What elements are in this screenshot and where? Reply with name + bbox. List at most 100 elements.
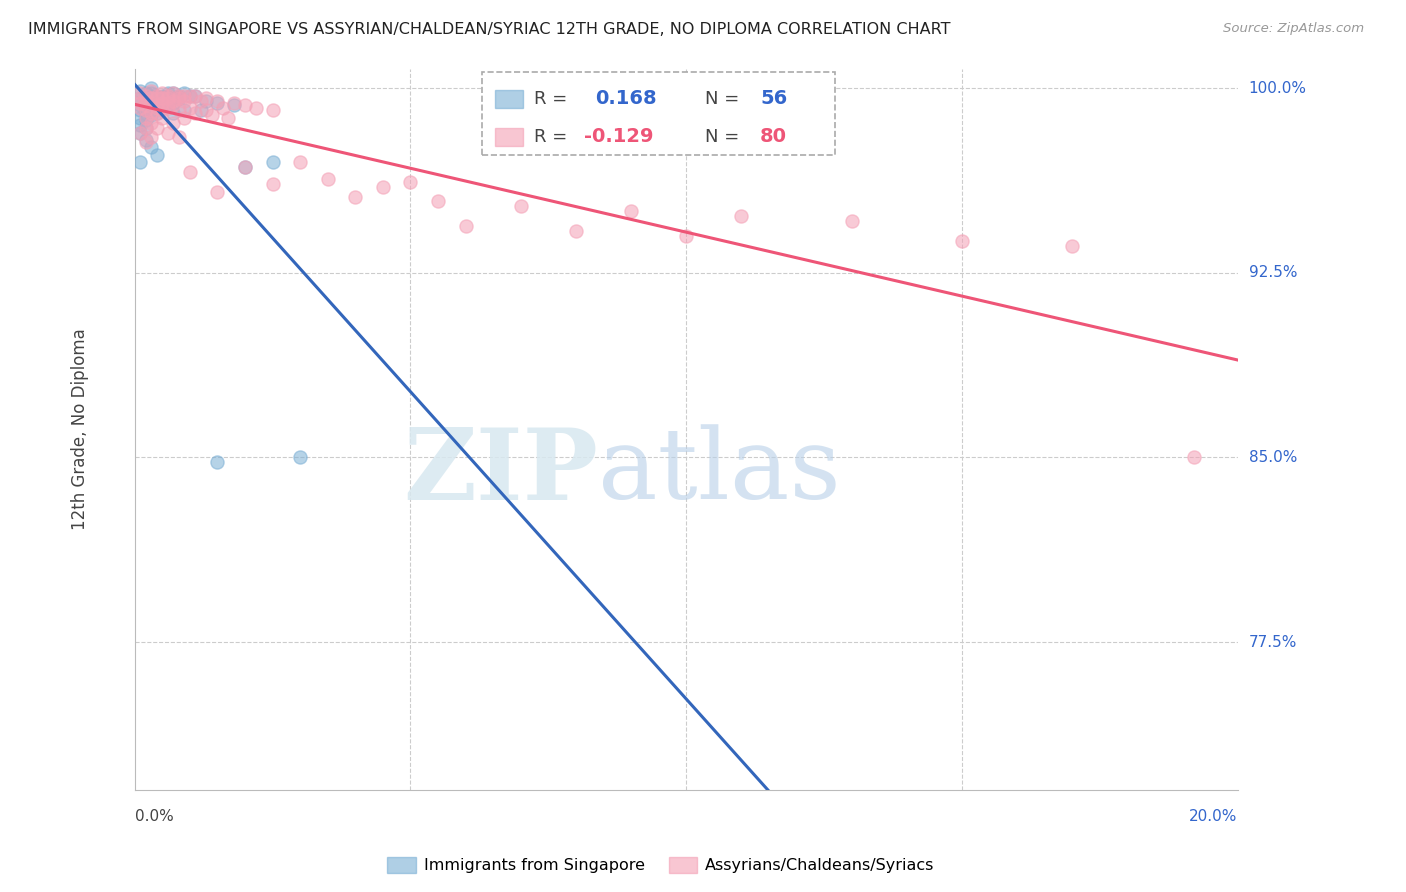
Point	[167, 130, 190, 145]
Point	[135, 136, 157, 150]
Point	[135, 113, 157, 128]
Point	[190, 103, 212, 118]
Point	[156, 98, 179, 112]
Point	[146, 147, 169, 161]
Point	[129, 86, 152, 100]
Point	[316, 172, 339, 186]
Point	[129, 103, 152, 118]
Point	[135, 88, 157, 103]
Point	[129, 95, 152, 110]
Point	[135, 111, 157, 125]
Point	[167, 103, 190, 118]
FancyBboxPatch shape	[482, 72, 835, 155]
Text: 85.0%: 85.0%	[1249, 450, 1298, 465]
Point	[167, 91, 190, 105]
Point	[207, 185, 229, 199]
Point	[179, 88, 201, 103]
Point	[141, 105, 163, 120]
Point	[150, 101, 173, 115]
Point	[129, 118, 152, 132]
Point	[150, 103, 173, 118]
Point	[730, 209, 752, 223]
Point	[129, 155, 152, 169]
Point	[156, 88, 179, 103]
Point	[150, 91, 173, 105]
Point	[129, 84, 152, 98]
Text: 0.0%: 0.0%	[135, 809, 173, 824]
Point	[141, 88, 163, 103]
Point	[245, 101, 267, 115]
Point	[146, 88, 169, 103]
Point	[129, 111, 152, 125]
Point	[146, 101, 169, 115]
Point	[141, 91, 163, 105]
Point	[233, 160, 256, 174]
Point	[262, 178, 284, 192]
Point	[222, 98, 245, 112]
Point	[179, 165, 201, 179]
Point	[141, 140, 163, 154]
Point	[190, 94, 212, 108]
Legend: Immigrants from Singapore, Assyrians/Chaldeans/Syriacs: Immigrants from Singapore, Assyrians/Cha…	[381, 850, 941, 880]
Point	[212, 101, 235, 115]
Point	[135, 95, 157, 110]
Point	[207, 455, 229, 469]
Point	[207, 94, 229, 108]
Point	[173, 94, 195, 108]
Point	[162, 105, 184, 120]
Point	[135, 105, 157, 120]
Point	[675, 228, 697, 243]
Point	[150, 111, 173, 125]
Point	[950, 234, 973, 248]
Point	[201, 108, 224, 122]
Point	[146, 91, 169, 105]
Point	[162, 98, 184, 112]
Point	[565, 224, 588, 238]
Point	[344, 189, 367, 203]
Point	[233, 98, 256, 112]
Point	[156, 91, 179, 105]
Text: IMMIGRANTS FROM SINGAPORE VS ASSYRIAN/CHALDEAN/SYRIAC 12TH GRADE, NO DIPLOMA COR: IMMIGRANTS FROM SINGAPORE VS ASSYRIAN/CH…	[28, 22, 950, 37]
Point	[179, 101, 201, 115]
Point	[1062, 238, 1084, 252]
Point	[135, 120, 157, 135]
Point	[129, 126, 152, 140]
Point	[184, 105, 207, 120]
Point	[135, 103, 157, 118]
Point	[150, 91, 173, 105]
Point	[129, 98, 152, 112]
Text: 0.168: 0.168	[595, 89, 657, 108]
Point	[135, 94, 157, 108]
Point	[146, 120, 169, 135]
Point	[167, 88, 190, 103]
Text: ZIP: ZIP	[404, 424, 598, 521]
Point	[167, 91, 190, 105]
Point	[146, 88, 169, 103]
Point	[129, 91, 152, 105]
Point	[162, 86, 184, 100]
Point	[195, 103, 218, 118]
Point	[146, 98, 169, 112]
Point	[173, 111, 195, 125]
Point	[146, 98, 169, 112]
Text: 20.0%: 20.0%	[1189, 809, 1237, 824]
Point	[1182, 450, 1205, 465]
Point	[207, 95, 229, 110]
Point	[141, 108, 163, 122]
Point	[454, 219, 477, 233]
Text: atlas: atlas	[598, 425, 841, 520]
Point	[141, 86, 163, 100]
Point	[167, 88, 190, 103]
Point	[135, 120, 157, 135]
Point	[150, 86, 173, 100]
Text: -0.129: -0.129	[583, 128, 654, 146]
Text: 80: 80	[761, 128, 787, 146]
Point	[150, 94, 173, 108]
Point	[218, 111, 240, 125]
Point	[195, 91, 218, 105]
Text: 92.5%: 92.5%	[1249, 265, 1298, 280]
Point	[262, 103, 284, 118]
Point	[129, 91, 152, 105]
Point	[141, 84, 163, 98]
Point	[184, 88, 207, 103]
